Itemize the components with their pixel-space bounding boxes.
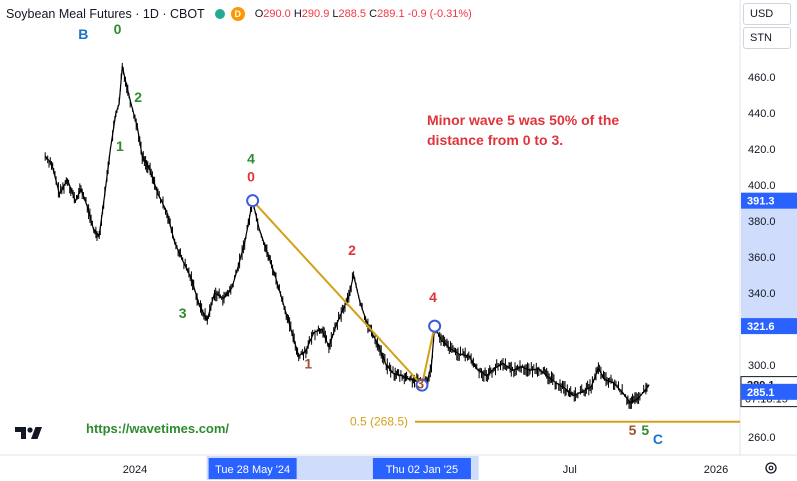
wave-label-3-4: 3 xyxy=(179,305,187,321)
wave-label-4-5: 4 xyxy=(247,150,255,166)
date-highlight-label-0: Tue 28 May '24 xyxy=(215,464,290,476)
wave-label-layer: B 0 2 1 3 4 0 2 1 4 3 5 5C xyxy=(78,21,663,447)
price-label-1: 321.6 xyxy=(747,321,775,333)
low-value: 288.5 xyxy=(338,8,367,20)
y-tick-label: 440.0 xyxy=(748,108,776,120)
y-tick-label: 340.0 xyxy=(748,288,776,300)
pivot-circle-layer xyxy=(246,194,442,392)
open-value: 290.0 xyxy=(263,8,291,20)
date-highlight-box-0 xyxy=(208,458,297,479)
watermark-url: https://wavetimes.com/ xyxy=(86,421,229,436)
x-tick-label: Jul xyxy=(563,464,577,476)
pivot-circle-1 xyxy=(415,378,429,392)
delayed-data-badge[interactable]: D xyxy=(230,7,245,21)
close-label: C xyxy=(369,8,378,20)
high-label: H xyxy=(293,8,302,20)
x-tick-label: 2024 xyxy=(123,464,147,476)
wave-label-2-7: 2 xyxy=(348,242,356,258)
pivot-circle-0 xyxy=(246,194,260,208)
pivot-circle-2 xyxy=(428,319,442,333)
wave-label-3-10: 3 xyxy=(416,375,424,391)
wave-label-4-9: 4 xyxy=(429,289,437,305)
chart-header: Soybean Meal Futures · 1D · CBOT D O290.… xyxy=(6,5,472,23)
price-label-3: 285.1 xyxy=(747,387,775,399)
market-status-icon xyxy=(214,9,225,19)
x-tick-label: 2026 xyxy=(704,464,728,476)
date-highlight-box-1 xyxy=(372,458,471,479)
y-tick-label: 420.0 xyxy=(748,144,776,156)
low-label: L xyxy=(332,8,339,20)
ohlc-readout: O290.0 H290.9 L288.5 C289.1 -0.9 (-0.31%… xyxy=(255,8,472,20)
wave-label-5-12: 5 xyxy=(641,422,649,438)
price-label-box-0 xyxy=(741,192,797,209)
fib-level-label: 0.5 (268.5) xyxy=(350,415,408,429)
wave-line-1 xyxy=(420,325,436,386)
y-tick-label: 460.0 xyxy=(748,72,776,84)
y-tick-label: 300.0 xyxy=(748,360,776,372)
wave-label-1-8: 1 xyxy=(304,356,312,372)
wave-label-1-3: 1 xyxy=(116,138,124,154)
change-value: -0.9 (-0.31%) xyxy=(407,8,472,20)
wave-line-layer xyxy=(251,199,436,386)
price-range-highlight xyxy=(741,200,797,327)
high-value: 290.9 xyxy=(301,8,330,20)
time-axis[interactable]: 2024 Jul 2026 Tue 28 May '24 Thu 02 Jan '25 xyxy=(123,458,728,479)
price-axis[interactable]: 460.0440.0420.0400.0380.0360.0340.0320.0… xyxy=(740,72,797,444)
wave-label-C-13: C xyxy=(653,431,663,447)
wave-label-0-6: 0 xyxy=(247,168,255,184)
wave-line-0 xyxy=(251,199,423,386)
currency-selector[interactable]: USD xyxy=(743,3,791,25)
y-tick-label: 260.0 xyxy=(748,432,776,444)
annotation-line-2: distance from 0 to 3. xyxy=(427,132,563,148)
close-value: 289.1 xyxy=(377,8,405,20)
price-label-box-3 xyxy=(741,383,797,400)
y-tick-label: 380.0 xyxy=(748,216,776,228)
fib-level-layer: 0.5 (268.5) xyxy=(350,415,740,429)
open-label: O xyxy=(254,8,264,20)
symbol-title[interactable]: Soybean Meal Futures · 1D · CBOT xyxy=(6,7,205,21)
wave-label-B-0: B xyxy=(78,26,88,42)
wave-label-5-11: 5 xyxy=(629,422,637,438)
tradingview-logo-icon[interactable] xyxy=(15,427,42,439)
wave-label-0-1: 0 xyxy=(114,21,122,37)
annotation-line-1: Minor wave 5 was 50% of the xyxy=(427,112,619,128)
price-label-box-1 xyxy=(741,318,797,335)
grid-layer xyxy=(0,0,797,456)
settings-gear-icon[interactable] xyxy=(765,462,777,474)
unit-selector[interactable]: STN xyxy=(743,27,791,49)
price-series-layer xyxy=(44,62,650,409)
price-label-0: 391.3 xyxy=(747,196,775,208)
y-tick-label: 360.0 xyxy=(748,252,776,264)
date-highlight-label-1: Thu 02 Jan '25 xyxy=(386,464,458,476)
y-tick-label: 400.0 xyxy=(748,180,776,192)
wave-label-2-2: 2 xyxy=(134,89,142,105)
price-line xyxy=(44,66,650,404)
